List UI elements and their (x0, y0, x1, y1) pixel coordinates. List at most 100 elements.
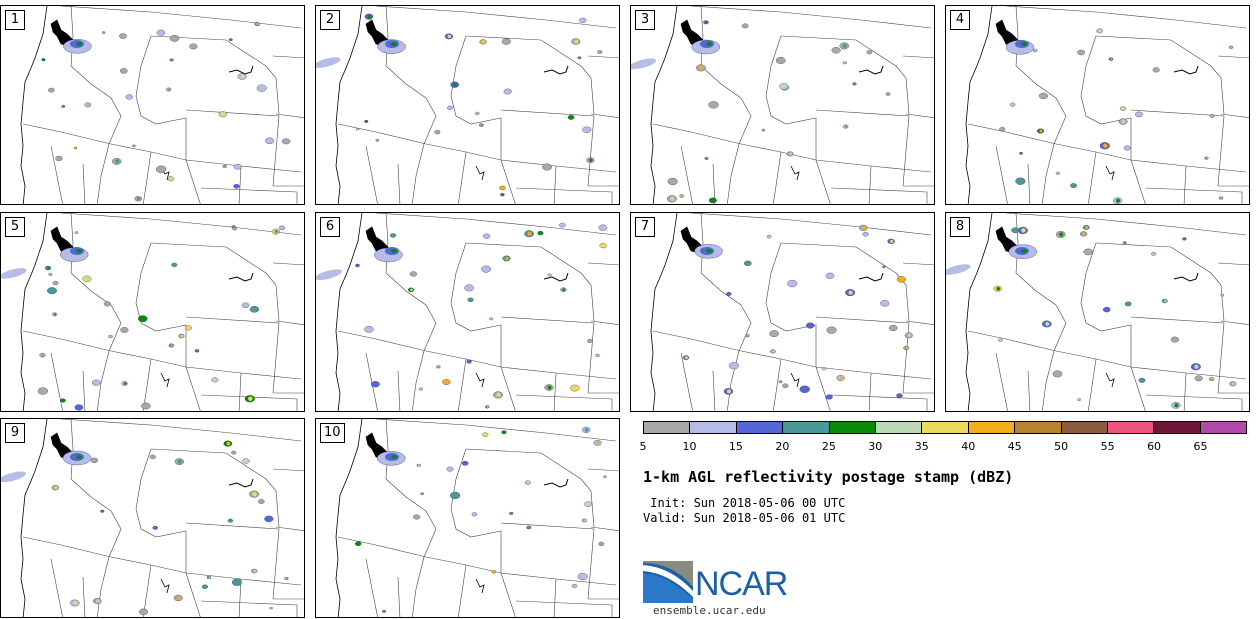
radar-echo (583, 519, 587, 522)
radar-echo (233, 184, 240, 189)
radar-echo (1021, 249, 1027, 253)
radar-echo (999, 339, 1002, 341)
radar-echo (434, 130, 441, 135)
radar-echo (125, 94, 133, 100)
radar-echo (74, 231, 79, 234)
colorbar-swatch (968, 422, 1016, 433)
state-border (868, 372, 872, 411)
lake-outline (475, 372, 485, 388)
radar-echo (231, 450, 237, 455)
state-border (142, 151, 152, 204)
coastline (20, 419, 48, 617)
state-border (500, 572, 516, 617)
lake-outline (1173, 65, 1199, 75)
radar-echo (86, 103, 90, 107)
radar-echo (862, 231, 869, 237)
base-map (631, 6, 934, 204)
ncar-logo-text: NCAR (695, 565, 788, 603)
state-border (185, 159, 201, 204)
radar-echo (1020, 152, 1023, 155)
state-border (1080, 35, 1132, 160)
radar-echo (503, 88, 512, 95)
state-border (1027, 163, 1031, 204)
state-border (150, 242, 280, 322)
state-border (995, 352, 1008, 411)
state-border (772, 151, 782, 204)
state-border (185, 109, 280, 187)
lake-outline (228, 65, 254, 75)
ncar-swoosh-icon (643, 561, 693, 603)
state-border (200, 187, 298, 204)
state-border (680, 352, 693, 411)
state-border (22, 536, 302, 586)
radar-echo (180, 334, 184, 338)
state-border (868, 165, 872, 204)
radar-echo (241, 302, 250, 309)
state-border (1145, 394, 1243, 411)
panel-label: 8 (950, 217, 970, 237)
radar-echo (95, 599, 100, 603)
radar-echo (1124, 241, 1126, 244)
state-border (1015, 6, 1067, 145)
radar-echo (436, 365, 441, 369)
radar-echo (471, 512, 478, 517)
radar-echo (1163, 299, 1167, 303)
radar-echo (103, 301, 111, 307)
lake-outline (475, 578, 485, 594)
coastline (335, 213, 363, 411)
radar-echo (883, 266, 885, 268)
state-border (385, 213, 437, 352)
radar-echo (382, 609, 386, 613)
radar-echo (364, 120, 369, 123)
ensemble-panel-10: 10 (315, 418, 620, 618)
radar-echo (861, 226, 866, 230)
state-border (385, 6, 437, 145)
state-border (587, 55, 619, 59)
radar-echo (170, 344, 174, 347)
radar-echo (577, 56, 582, 60)
radar-echo (848, 290, 853, 295)
state-border (465, 35, 595, 115)
state-border (238, 372, 242, 411)
radar-echo (73, 600, 78, 606)
radar-echo (115, 159, 120, 164)
state-border (397, 370, 401, 411)
colorbar-tick-label: 40 (961, 440, 976, 453)
state-border (690, 213, 932, 236)
radar-echo (1, 471, 26, 483)
radar-echo (450, 491, 461, 500)
radar-echo (1039, 129, 1043, 133)
radar-echo (232, 227, 237, 231)
radar-echo (537, 230, 544, 236)
radar-echo (866, 50, 873, 55)
radar-echo (1210, 378, 1214, 381)
state-border (515, 600, 613, 617)
radar-echo (47, 287, 57, 295)
radar-echo (253, 569, 257, 573)
radar-echo (587, 339, 593, 343)
state-border (397, 576, 401, 617)
radar-echo (482, 233, 491, 239)
radar-echo (567, 115, 575, 120)
radar-echo (726, 389, 731, 394)
radar-echo (1070, 183, 1077, 189)
figure-title: 1-km AGL reflectivity postage stamp (dBZ… (643, 468, 1014, 486)
radar-echo (252, 492, 257, 497)
state-border (1095, 242, 1225, 322)
radar-echo (778, 380, 783, 384)
radar-echo (896, 393, 903, 398)
radar-echo (367, 14, 372, 19)
state-border (365, 558, 378, 617)
radar-echo (74, 404, 84, 411)
radar-echo (599, 243, 607, 249)
radar-echo (231, 578, 242, 586)
lake-outline (858, 272, 884, 282)
state-border (375, 419, 617, 442)
lake-outline (1105, 372, 1115, 388)
radar-echo (177, 459, 182, 464)
radar-echo (1206, 157, 1208, 159)
state-border (830, 187, 928, 204)
radar-echo (1220, 293, 1225, 297)
lake-outline (1105, 165, 1115, 181)
radar-echo (825, 272, 835, 279)
